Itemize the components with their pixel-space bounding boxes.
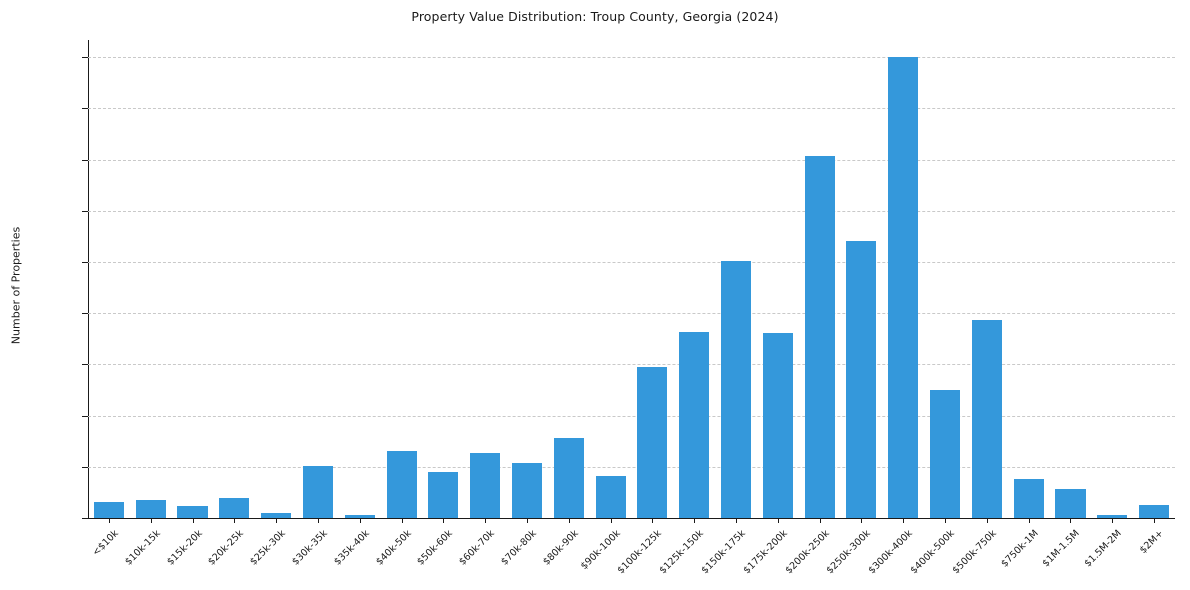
- bar[interactable]: [177, 505, 208, 518]
- gridline: [88, 159, 1175, 161]
- y-tick-mark: [82, 261, 88, 263]
- x-tick-mark: [777, 518, 779, 523]
- y-tick-mark: [82, 518, 88, 519]
- bar[interactable]: [1139, 504, 1170, 518]
- y-tick-mark: [82, 466, 88, 468]
- bar[interactable]: [261, 513, 292, 518]
- bar[interactable]: [219, 497, 250, 518]
- bar[interactable]: [846, 240, 877, 518]
- bar[interactable]: [888, 57, 919, 518]
- bar[interactable]: [1055, 488, 1086, 518]
- x-tick-mark: [192, 518, 194, 523]
- x-tick-mark: [694, 518, 696, 523]
- x-tick-mark: [401, 518, 403, 523]
- bar[interactable]: [595, 476, 626, 518]
- bar[interactable]: [511, 463, 543, 518]
- x-tick-mark: [736, 518, 738, 523]
- gridlines: [88, 40, 1175, 518]
- bar[interactable]: [428, 472, 459, 518]
- gridline: [88, 415, 1175, 417]
- y-tick-mark: [82, 108, 88, 110]
- x-tick-mark: [568, 518, 570, 523]
- x-tick-mark: [359, 518, 361, 523]
- x-tick-mark: [610, 518, 612, 523]
- bar[interactable]: [302, 465, 333, 518]
- gridline: [88, 210, 1175, 212]
- bar[interactable]: [344, 515, 375, 518]
- x-tick-mark: [108, 518, 110, 523]
- x-tick-mark: [526, 518, 528, 523]
- chart-title: Property Value Distribution: Troup Count…: [411, 9, 779, 24]
- x-tick-mark: [1112, 518, 1114, 523]
- x-tick-mark: [945, 518, 947, 523]
- x-tick-mark: [861, 518, 863, 523]
- x-tick-mark: [276, 518, 278, 523]
- bar[interactable]: [93, 501, 124, 518]
- x-tick-mark: [485, 518, 487, 523]
- bar[interactable]: [470, 453, 501, 518]
- gridline: [88, 466, 1175, 468]
- y-tick-mark: [82, 57, 88, 59]
- bar[interactable]: [762, 332, 793, 518]
- bars-group: [88, 40, 1175, 518]
- x-tick-mark: [903, 518, 905, 523]
- x-axis-line: [88, 518, 1175, 519]
- gridline: [88, 108, 1175, 110]
- bar[interactable]: [637, 366, 668, 518]
- gridline: [88, 313, 1175, 315]
- bar[interactable]: [386, 451, 417, 518]
- bar[interactable]: [1013, 479, 1044, 518]
- x-tick-mark: [1070, 518, 1072, 523]
- x-tick-mark: [317, 518, 319, 523]
- x-tick-mark: [150, 518, 152, 523]
- x-tick-mark: [986, 518, 988, 523]
- y-tick-mark: [82, 415, 88, 417]
- gridline: [88, 364, 1175, 366]
- x-tick-mark: [1028, 518, 1030, 523]
- bar[interactable]: [1097, 514, 1128, 518]
- bar[interactable]: [679, 331, 710, 518]
- bar[interactable]: [553, 437, 584, 518]
- bar[interactable]: [720, 261, 752, 518]
- x-tick-mark: [1154, 518, 1156, 523]
- bar[interactable]: [930, 389, 961, 518]
- y-tick-mark: [82, 364, 88, 366]
- plot-area: [88, 40, 1175, 518]
- x-tick-mark: [234, 518, 236, 523]
- bar[interactable]: [971, 319, 1002, 518]
- gridline: [88, 57, 1175, 59]
- y-tick-mark: [82, 210, 88, 212]
- y-axis-line: [88, 40, 89, 518]
- bar[interactable]: [804, 156, 835, 518]
- x-tick-mark: [819, 518, 821, 523]
- x-tick-mark: [443, 518, 445, 523]
- y-axis-label: Number of Properties: [9, 226, 23, 345]
- y-tick-mark: [82, 313, 88, 315]
- gridline: [88, 261, 1175, 263]
- x-tick-mark: [652, 518, 654, 523]
- y-tick-mark: [82, 159, 88, 161]
- bar[interactable]: [135, 500, 166, 518]
